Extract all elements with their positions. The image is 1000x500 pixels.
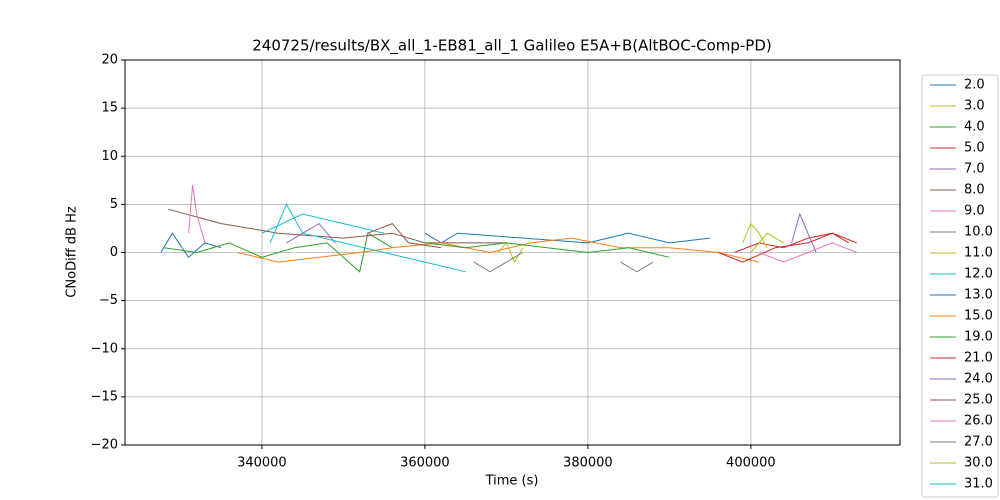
legend-label: 4.0 [964, 120, 985, 135]
legend-label: 19.0 [964, 330, 993, 345]
legend-label: 21.0 [964, 351, 993, 366]
legend-label: 27.0 [964, 435, 993, 450]
legend-label: 31.0 [964, 477, 993, 492]
legend-label: 13.0 [964, 288, 993, 303]
y-tick-label: 0 [110, 245, 118, 260]
series-line [742, 222, 768, 248]
legend-label: 25.0 [964, 393, 993, 408]
series-line [718, 232, 857, 263]
legend-label: 7.0 [964, 162, 985, 177]
chart-title: 240725/results/BX_all_1-EB81_all_1 Galil… [252, 37, 772, 56]
series-line [168, 208, 507, 244]
x-tick-label: 380000 [563, 456, 613, 471]
plot-frame [124, 59, 901, 446]
series-line [261, 213, 385, 234]
x-tick-label: 340000 [237, 456, 287, 471]
legend-label: 30.0 [964, 456, 993, 471]
series-line [237, 237, 760, 263]
legend-label: 10.0 [964, 225, 993, 240]
y-tick-label: −10 [91, 341, 118, 356]
legend-label: 26.0 [964, 414, 993, 429]
y-tick-label: 20 [101, 53, 118, 68]
y-tick-label: −20 [91, 438, 118, 453]
y-tick-label: 5 [110, 197, 118, 212]
y-tick-label: 15 [101, 101, 118, 116]
series-line [188, 185, 206, 244]
legend-label: 24.0 [964, 372, 993, 387]
legend-box [921, 74, 999, 498]
series-line [424, 242, 670, 258]
legend-label: 11.0 [964, 246, 993, 261]
x-axis-label: Time (s) [485, 474, 539, 489]
x-tick-label: 400000 [726, 456, 776, 471]
legend-label: 9.0 [964, 204, 985, 219]
legend-label: 8.0 [964, 183, 985, 198]
series-line [367, 223, 442, 249]
series-line [473, 252, 523, 273]
legend-label: 3.0 [964, 99, 985, 114]
y-tick-label: −15 [91, 389, 118, 404]
series-line [160, 232, 222, 259]
series-line [286, 222, 336, 244]
series-line [750, 232, 784, 253]
series-line [620, 261, 654, 273]
series-line [164, 232, 393, 273]
series-line [424, 232, 711, 244]
legend-label: 12.0 [964, 267, 993, 282]
y-tick-label: −5 [99, 293, 118, 308]
series-line [269, 203, 466, 273]
legend-label: 2.0 [964, 78, 985, 93]
series-line [758, 242, 857, 263]
x-tick-label: 360000 [400, 456, 450, 471]
series-line [791, 212, 817, 253]
y-axis-label: CNoDiff dB Hz [65, 206, 80, 298]
y-tick-label: 10 [101, 149, 118, 164]
legend-label: 15.0 [964, 309, 993, 324]
legend-label: 5.0 [964, 141, 985, 156]
